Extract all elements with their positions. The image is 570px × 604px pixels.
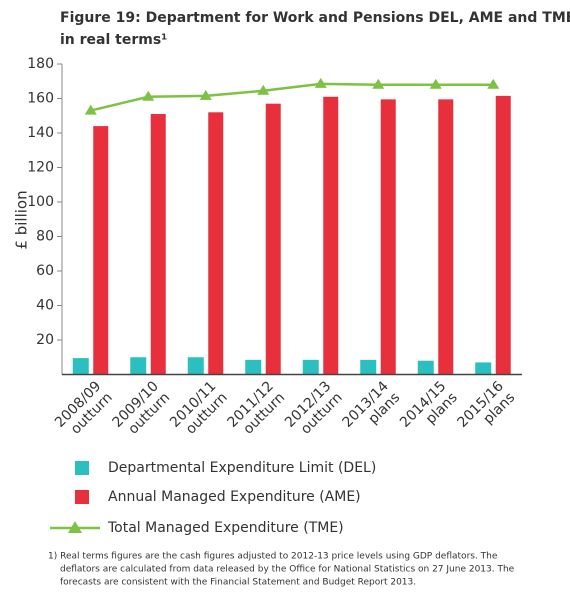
bar [495, 95, 511, 375]
footnote: 1) Real terms figures are the cash figur… [48, 552, 498, 562]
x-tick-label: 2014/15plans [397, 378, 461, 442]
x-tick-label: 2008/09outturn [52, 378, 116, 442]
y-tick-label: 120 [27, 160, 54, 176]
legend-swatch [75, 461, 89, 475]
legend-label: Departmental Expenditure Limit (DEL) [108, 460, 376, 476]
marker [372, 78, 385, 89]
bar [130, 357, 147, 375]
footnote: forecasts are consistent with the Financ… [60, 578, 416, 588]
bar [475, 362, 492, 375]
marker [314, 77, 327, 88]
line [90, 82, 494, 112]
bar [360, 359, 377, 375]
marker [487, 78, 500, 89]
bar [208, 112, 224, 375]
x-tick-label: 2011/12outturn [224, 378, 288, 442]
legend-label: Total Managed Expenditure (TME) [107, 520, 344, 536]
y-tick-label: 60 [36, 263, 54, 279]
bar [380, 99, 396, 375]
y-tick-label: 160 [27, 91, 54, 107]
bar [265, 103, 281, 375]
bar [417, 360, 434, 375]
legend-label: Annual Managed Expenditure (AME) [108, 489, 361, 505]
marker [257, 84, 270, 95]
bar [438, 99, 454, 375]
bar [93, 126, 109, 375]
bar [72, 358, 89, 375]
bar [245, 359, 262, 375]
marker [84, 104, 97, 115]
bar [302, 359, 319, 375]
chart-title: in real terms¹ [60, 32, 167, 48]
legend-swatch [75, 490, 89, 504]
y-tick-label: 180 [27, 56, 54, 72]
y-tick-label: 100 [27, 194, 54, 210]
y-tick-label: 40 [36, 298, 54, 314]
footnote: deflators are calculated from data relea… [60, 565, 515, 575]
x-tick-label: 2012/13outturn [282, 378, 346, 442]
marker [199, 89, 212, 100]
y-tick-label: 140 [27, 125, 54, 141]
x-tick-label: 2015/16plans [454, 378, 518, 442]
marker [429, 78, 442, 89]
bar [187, 357, 204, 375]
y-tick-label: 80 [36, 229, 54, 245]
bar [150, 114, 166, 375]
y-tick-label: 20 [36, 332, 54, 348]
y-axis-label: £ billion [13, 190, 31, 249]
marker [142, 90, 155, 101]
x-tick-label: 2010/11outturn [167, 378, 231, 442]
chart-title: Figure 19: Department for Work and Pensi… [60, 10, 570, 26]
x-tick-label: 2013/14plans [339, 378, 403, 442]
legend-swatch [68, 521, 82, 533]
bar [323, 96, 339, 375]
x-tick-label: 2009/10outturn [109, 378, 173, 442]
